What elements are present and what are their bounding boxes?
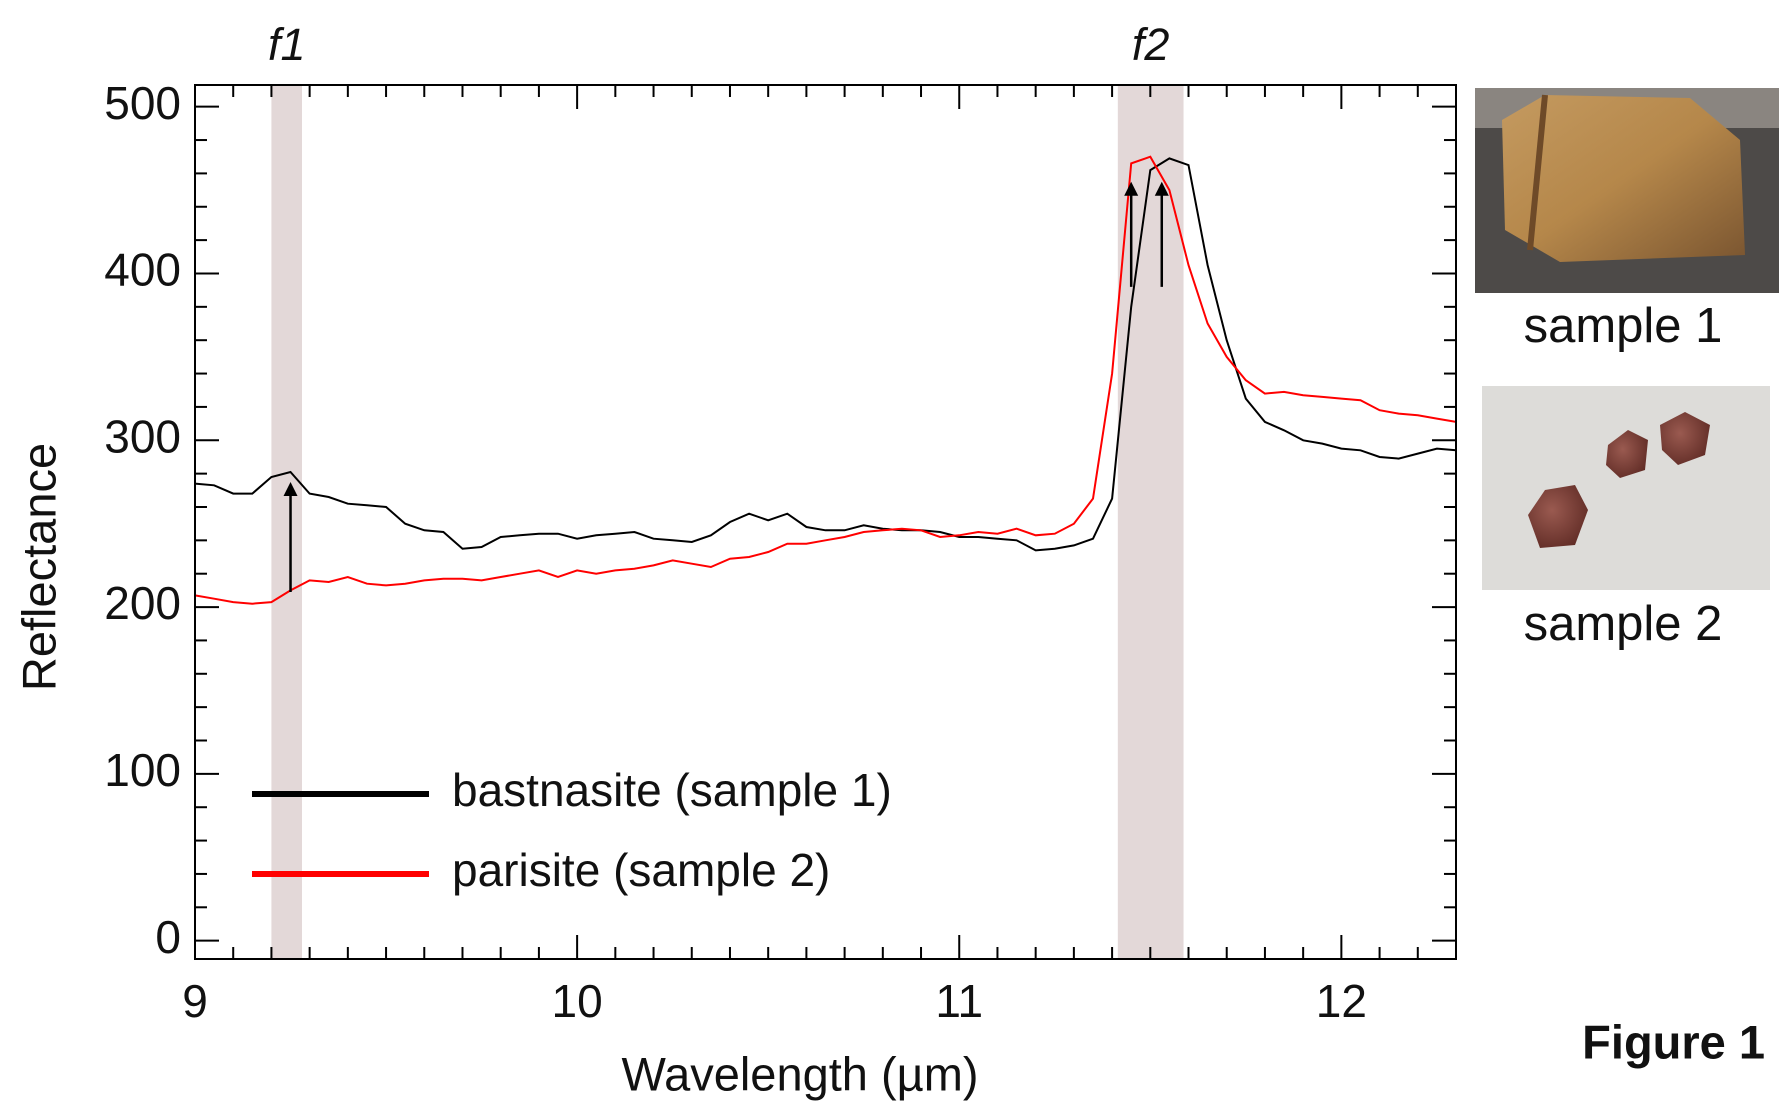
band [1117, 85, 1184, 959]
arrow-head [283, 481, 298, 496]
y-tick-label: 500 [104, 77, 181, 129]
series-line [194, 155, 1457, 605]
plot-frame [194, 84, 1457, 960]
y-tick-label: 200 [104, 577, 181, 629]
band-label: f1 [268, 19, 306, 70]
y-tick-label: 100 [104, 744, 181, 796]
sample-caption: sample 1 [1524, 299, 1723, 353]
legend-label: bastnasite (sample 1) [452, 764, 892, 816]
x-axis-label: Wavelength (µm) [621, 1047, 978, 1100]
x-tick-label: 9 [182, 975, 208, 1027]
y-axis-label: Reflectance [12, 443, 65, 691]
y-tick-label: 0 [155, 911, 181, 963]
arrow-head [1154, 181, 1169, 196]
x-tick-label: 12 [1316, 975, 1367, 1027]
sample-caption: sample 2 [1524, 597, 1723, 651]
x-tick-label: 10 [552, 975, 603, 1027]
photo-sample-2 [1482, 386, 1770, 590]
band [271, 85, 302, 959]
legend-label: parisite (sample 2) [452, 844, 830, 896]
y-tick-label: 400 [104, 244, 181, 296]
arrow-head [1124, 181, 1139, 196]
photo-sample-1 [1475, 88, 1779, 293]
series-line [194, 157, 1457, 552]
y-tick-label: 300 [104, 410, 181, 462]
band-label: f2 [1132, 19, 1170, 70]
x-tick-label: 11 [935, 975, 983, 1027]
figure-label: Figure 1 [1582, 1015, 1765, 1068]
